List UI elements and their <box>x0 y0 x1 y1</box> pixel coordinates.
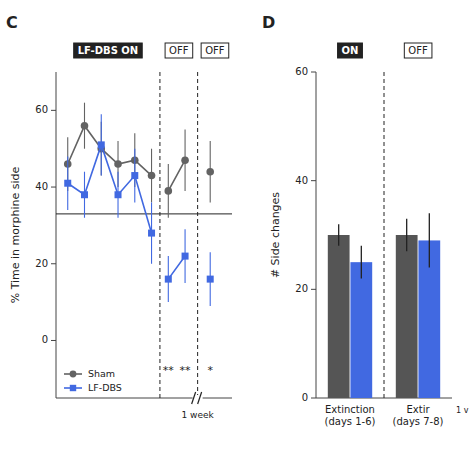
error-bar <box>406 219 407 252</box>
y-tick <box>51 263 56 264</box>
section-label-box <box>404 43 432 58</box>
section-separator <box>197 72 198 398</box>
section-label-text: OFF <box>408 45 428 56</box>
y-axis-label: # Side changes <box>269 192 282 278</box>
legend: Sham LF-DBS <box>64 368 122 393</box>
x-axis-line <box>56 398 232 399</box>
x-tick-label-line: (days 7-8) <box>393 416 444 427</box>
point <box>165 187 173 195</box>
point <box>64 180 71 187</box>
background <box>0 0 474 474</box>
group-separator <box>384 72 385 398</box>
section-label: ON <box>338 43 363 58</box>
bar <box>396 235 418 398</box>
x-tick-label: Extinction(days 1-6) <box>325 404 376 427</box>
error-bar <box>429 213 430 267</box>
y-tick-label: 0 <box>302 392 308 403</box>
y-tick <box>51 187 56 188</box>
bar <box>328 235 350 398</box>
point <box>207 276 214 283</box>
y-tick-label: 40 <box>35 181 48 192</box>
point <box>114 160 122 168</box>
y-tick <box>51 110 56 111</box>
point <box>98 141 105 148</box>
section-label: OFF <box>201 43 229 58</box>
annotation: ** <box>180 364 192 377</box>
x-tick-label-line: Extir <box>406 404 430 415</box>
point <box>148 172 156 180</box>
error-bar <box>361 246 362 279</box>
annotation: * <box>207 364 213 377</box>
y-axis-line <box>56 72 57 398</box>
break-label: 1 week <box>182 410 215 420</box>
point <box>81 191 88 198</box>
section-label: OFF <box>404 43 432 58</box>
y-tick <box>311 289 316 290</box>
y-tick-label: 60 <box>35 104 48 115</box>
point <box>181 156 189 164</box>
section-label-box <box>165 43 193 58</box>
axis-break <box>198 392 202 404</box>
section-label: OFF <box>165 43 193 58</box>
panel-label: D <box>262 13 275 32</box>
y-tick <box>311 180 316 181</box>
bar <box>350 262 372 398</box>
y-axis-line <box>316 72 317 398</box>
y-axis-label: % Time in morphine side <box>9 166 22 303</box>
y-tick <box>311 72 316 73</box>
section-label-box <box>74 43 143 58</box>
reference-line <box>56 213 232 214</box>
panel-label: C <box>6 13 18 32</box>
plot-area <box>56 72 232 398</box>
section-label-text: OFF <box>205 45 225 56</box>
y-tick-label: 20 <box>295 283 308 294</box>
annotation: ** <box>163 364 175 377</box>
y-tick-label: 0 <box>42 334 48 345</box>
section-label-box <box>201 43 229 58</box>
point <box>148 230 155 237</box>
error-bar <box>338 224 339 246</box>
series-line <box>68 145 210 279</box>
axis-break <box>192 392 196 404</box>
x-tick-label-line: Extinction <box>325 404 375 415</box>
y-tick-label: 40 <box>295 175 308 186</box>
y-tick-label: 60 <box>295 66 308 77</box>
legend-marker <box>70 385 76 391</box>
legend-label: Sham <box>88 368 115 379</box>
plot-area <box>328 72 440 398</box>
point <box>206 168 214 176</box>
point <box>131 172 138 179</box>
x-tick-label-line: (days 1-6) <box>325 416 376 427</box>
section-separator <box>159 72 160 398</box>
figure: 0204060% Time in morphine sideC*****LF-D… <box>0 0 474 474</box>
x-tick-label: Extir(days 7-8) <box>393 404 444 427</box>
section-label: LF-DBS ON <box>74 43 143 58</box>
note: 1 v <box>456 406 469 415</box>
y-tick <box>311 398 316 399</box>
legend-marker <box>70 371 77 378</box>
y-tick-label: 20 <box>35 258 48 269</box>
y-tick <box>51 340 56 341</box>
section-label-box <box>338 43 363 58</box>
point <box>115 191 122 198</box>
section-label-text: ON <box>342 45 359 56</box>
section-label-text: LF-DBS ON <box>78 45 139 56</box>
point <box>182 253 189 260</box>
point <box>165 276 172 283</box>
point <box>81 122 89 130</box>
section-label-text: OFF <box>169 45 189 56</box>
legend-label: LF-DBS <box>88 382 122 393</box>
